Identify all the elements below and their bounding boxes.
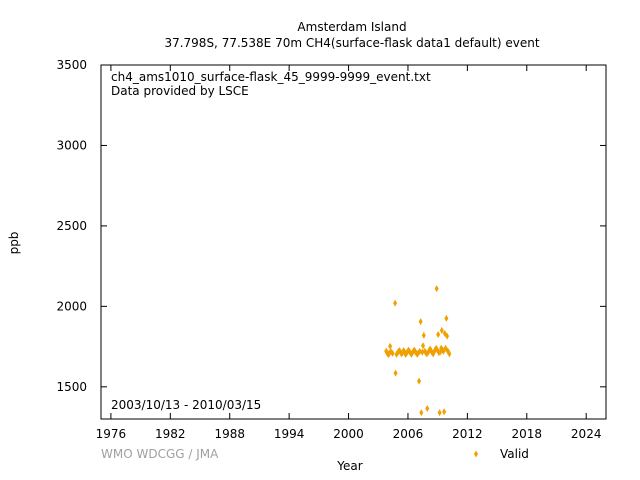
data-point xyxy=(417,377,422,385)
data-point xyxy=(425,405,430,413)
x-tick-label: 2018 xyxy=(512,427,543,441)
data-point xyxy=(417,347,422,355)
y-tick-label: 3500 xyxy=(56,58,87,72)
y-tick-label: 1500 xyxy=(56,380,87,394)
data-point xyxy=(419,409,424,417)
title-line-1: Amsterdam Island xyxy=(297,20,406,34)
data-point xyxy=(444,314,449,322)
legend: Valid xyxy=(474,447,529,461)
data-point xyxy=(418,318,423,326)
data-point xyxy=(393,369,398,377)
y-tick-label: 2500 xyxy=(56,219,87,233)
plot-frame xyxy=(100,64,607,420)
plot-title: Amsterdam Island 37.798S, 77.538E 70m CH… xyxy=(164,20,539,50)
info-provider: Data provided by LSCE xyxy=(111,84,249,98)
data-point xyxy=(421,331,426,339)
title-line-2: 37.798S, 77.538E 70m CH4(surface-flask d… xyxy=(164,36,539,50)
legend-marker xyxy=(474,450,478,458)
x-tick-label: 1982 xyxy=(155,427,186,441)
x-tick-label: 2006 xyxy=(393,427,424,441)
x-tick-label: 2000 xyxy=(333,427,364,441)
data-point xyxy=(390,349,395,357)
data-point xyxy=(434,285,439,293)
x-axis: 1976 1982 1988 1994 2000 2006 2012 2018 2024 xyxy=(96,65,602,441)
x-tick-label: 2012 xyxy=(452,427,483,441)
x-tick-label: 1976 xyxy=(96,427,127,441)
data-point xyxy=(393,299,398,307)
legend-label: Valid xyxy=(500,447,529,461)
y-tick-label: 3000 xyxy=(56,138,87,152)
y-axis-label: ppb xyxy=(7,232,21,255)
y-axis: 1500 2000 2500 3000 3500 xyxy=(56,58,606,394)
data-point xyxy=(439,327,444,334)
data-points xyxy=(384,285,452,417)
data-point xyxy=(388,342,393,350)
data-point xyxy=(437,409,442,417)
watermark: WMO WDCGG / JMA xyxy=(101,447,219,461)
x-axis-label: Year xyxy=(336,459,362,473)
x-tick-label: 1994 xyxy=(274,427,305,441)
y-tick-label: 2000 xyxy=(56,299,87,313)
data-point xyxy=(445,332,450,340)
data-point xyxy=(447,350,452,358)
data-point xyxy=(441,347,446,355)
data-point xyxy=(436,331,441,339)
x-tick-label: 1988 xyxy=(214,427,245,441)
x-tick-label: 2024 xyxy=(571,427,602,441)
info-filename: ch4_ams1010_surface-flask_45_9999-9999_e… xyxy=(111,70,431,84)
date-range: 2003/10/13 - 2010/03/15 xyxy=(111,398,261,412)
data-point xyxy=(421,342,426,350)
data-point xyxy=(442,408,447,416)
